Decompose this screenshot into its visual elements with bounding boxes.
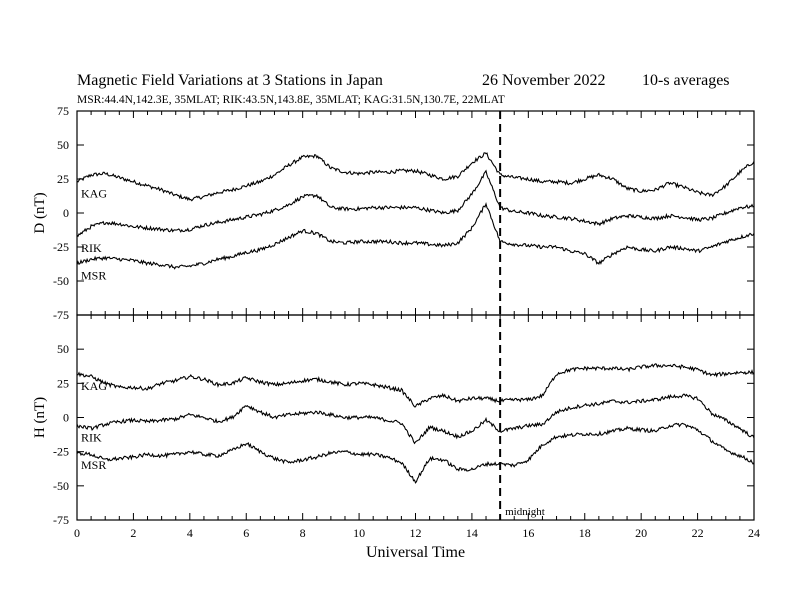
- y-tick-label: -25: [53, 445, 69, 459]
- series-label-kag: KAG: [81, 187, 107, 201]
- series-line-kag-top: [76, 152, 755, 202]
- x-tick-label: 6: [243, 526, 249, 540]
- y-tick-label: 50: [57, 138, 69, 152]
- y-tick-label: -25: [53, 240, 69, 254]
- y-tick-label: 0: [63, 411, 69, 425]
- averaging-label: 10-s averages: [642, 72, 730, 89]
- series-line-msr-bottom: [76, 422, 755, 484]
- series-line-rik-top: [76, 169, 755, 238]
- y-tick-label: -75: [53, 513, 69, 527]
- x-tick-label: 24: [748, 526, 760, 540]
- y-tick-label: -75: [53, 308, 69, 322]
- y-axis-label: D (nT): [32, 192, 48, 233]
- x-tick-label: 4: [187, 526, 193, 540]
- series-label-rik: RIK: [81, 431, 102, 445]
- chart-title: Magnetic Field Variations at 3 Stations …: [77, 72, 383, 89]
- chart-date: 26 November 2022: [482, 72, 606, 89]
- series-label-msr: MSR: [81, 458, 106, 472]
- series-label-rik: RIK: [81, 241, 102, 255]
- stations-subtitle: MSR:44.4N,142.3E, 35MLAT; RIK:43.5N,143.…: [77, 94, 505, 106]
- x-tick-label: 14: [466, 526, 478, 540]
- series-label-msr: MSR: [81, 268, 106, 282]
- x-tick-label: 12: [410, 526, 422, 540]
- panel-bottom-frame: [76, 314, 755, 521]
- x-tick-label: 18: [579, 526, 591, 540]
- midnight-label: midnight: [505, 506, 545, 518]
- y-tick-label: 25: [57, 172, 69, 186]
- y-tick-label: -50: [53, 479, 69, 493]
- x-tick-label: 0: [74, 526, 80, 540]
- series-line-msr-top: [76, 201, 755, 270]
- x-tick-label: 10: [353, 526, 365, 540]
- y-tick-label: 75: [57, 104, 69, 118]
- x-tick-label: 2: [130, 526, 136, 540]
- y-tick-label: 0: [63, 206, 69, 220]
- y-axis-label: H (nT): [32, 397, 48, 438]
- series-label-kag: KAG: [81, 379, 107, 393]
- y-tick-label: 25: [57, 376, 69, 390]
- y-tick-label: 50: [57, 342, 69, 356]
- x-axis-label: Universal Time: [366, 544, 465, 561]
- series-line-kag-bottom: [76, 363, 755, 408]
- x-tick-label: 8: [300, 526, 306, 540]
- series-line-rik-bottom: [76, 393, 755, 445]
- y-tick-label: -50: [53, 274, 69, 288]
- panel-top-frame: [76, 110, 755, 316]
- x-tick-label: 20: [635, 526, 647, 540]
- x-tick-label: 16: [522, 526, 534, 540]
- x-tick-label: 22: [692, 526, 704, 540]
